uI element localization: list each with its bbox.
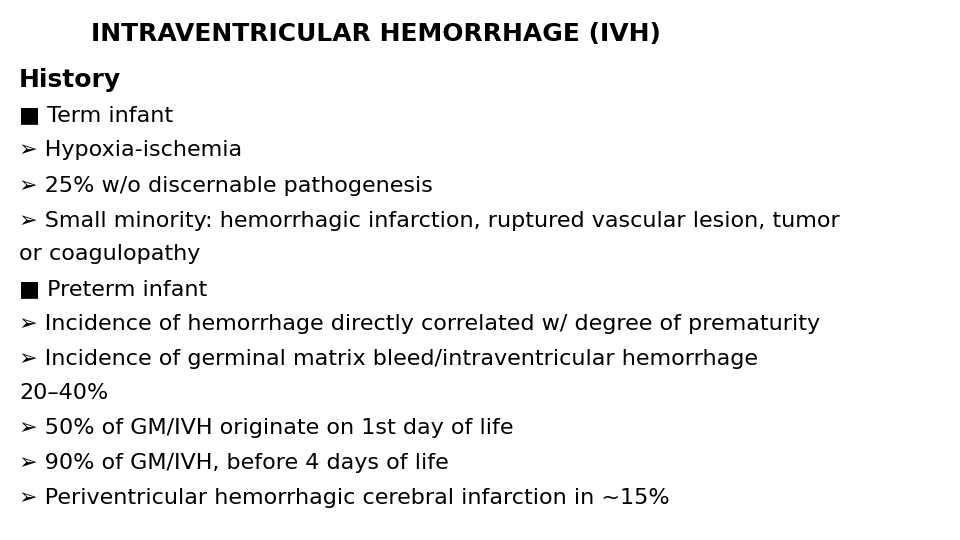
Text: ➢ Small minority: hemorrhagic infarction, ruptured vascular lesion, tumor: ➢ Small minority: hemorrhagic infarction…	[19, 211, 840, 231]
Text: ➢ Incidence of hemorrhage directly correlated w/ degree of prematurity: ➢ Incidence of hemorrhage directly corre…	[19, 314, 821, 334]
Text: ➢ Incidence of germinal matrix bleed/intraventricular hemorrhage: ➢ Incidence of germinal matrix bleed/int…	[19, 349, 758, 369]
Text: ➢ Hypoxia-ischemia: ➢ Hypoxia-ischemia	[19, 140, 242, 160]
Text: ■ Term infant: ■ Term infant	[19, 105, 174, 125]
Text: INTRAVENTRICULAR HEMORRHAGE (IVH): INTRAVENTRICULAR HEMORRHAGE (IVH)	[91, 22, 661, 45]
Text: ■ Preterm infant: ■ Preterm infant	[19, 279, 207, 299]
Text: ➢ 25% w/o discernable pathogenesis: ➢ 25% w/o discernable pathogenesis	[19, 176, 433, 195]
Text: ➢ 50% of GM/IVH originate on 1st day of life: ➢ 50% of GM/IVH originate on 1st day of …	[19, 418, 514, 438]
Text: or coagulopathy: or coagulopathy	[19, 244, 201, 264]
Text: History: History	[19, 68, 121, 91]
Text: ➢ Periventricular hemorrhagic cerebral infarction in ~15%: ➢ Periventricular hemorrhagic cerebral i…	[19, 488, 670, 508]
Text: ➢ 90% of GM/IVH, before 4 days of life: ➢ 90% of GM/IVH, before 4 days of life	[19, 453, 449, 473]
Text: 20–40%: 20–40%	[19, 383, 108, 403]
